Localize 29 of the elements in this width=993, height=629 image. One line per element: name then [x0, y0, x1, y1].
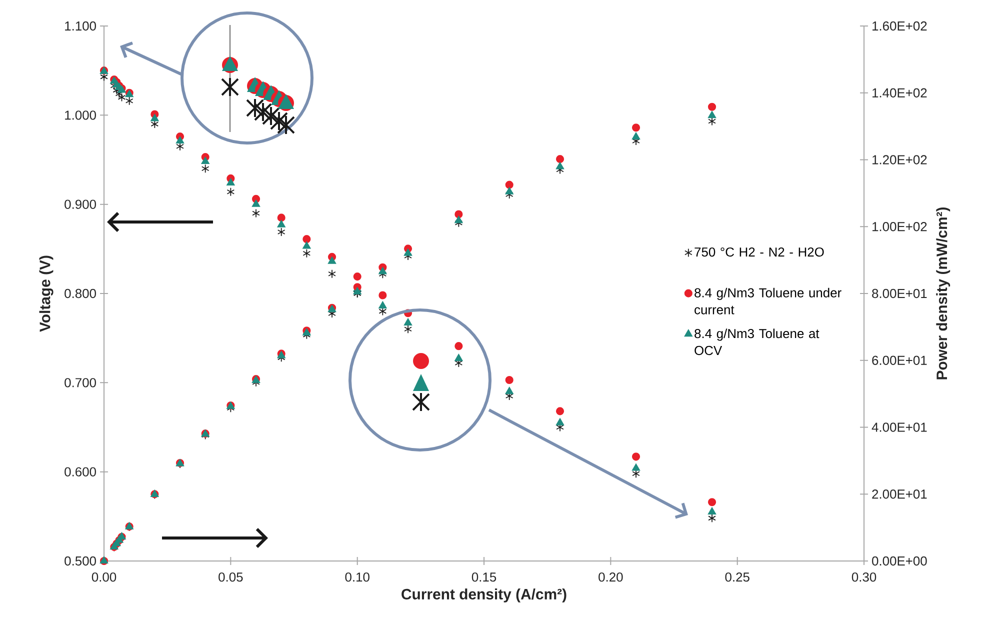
x-tick-label: 0.15: [472, 572, 496, 582]
x-tick-label: 0.25: [725, 572, 750, 582]
x-tick-label: 0.05: [218, 572, 243, 582]
y2-tick-label: 1.00E+02: [872, 222, 927, 232]
legend-label: 8.4 g/Nm3 Toluene under current: [694, 288, 842, 314]
y-tick-label: 0.500: [64, 556, 96, 566]
y2-tick-label: 2.00E+01: [872, 490, 927, 499]
x-tick-label: 0.20: [598, 572, 623, 582]
y-tick-label: 0.600: [64, 467, 96, 476]
y-tick-label: 0.700: [64, 378, 96, 388]
x-axis-title: Current density (A/cm²): [402, 588, 566, 602]
y2-tick-label: 1.20E+02: [872, 155, 927, 164]
y2-tick-label: 6.00E+01: [872, 356, 927, 365]
x-tick-label: 0.00: [92, 572, 116, 582]
y-tick-label: 0.900: [64, 200, 96, 209]
x-tick-label: 0.30: [852, 572, 876, 582]
y2-tick-label: 4.00E+01: [872, 422, 927, 432]
y-tick-label: 1.100: [65, 21, 96, 31]
y2-axis-title: Power density (mW/cm²): [936, 207, 950, 380]
y2-tick-label: 1.40E+02: [872, 88, 927, 98]
y-tick-label: 1.000: [65, 110, 96, 120]
y2-tick-label: 8.00E+01: [872, 288, 927, 298]
legend-label: 750 °C H2 - N2 - H2O: [694, 247, 824, 257]
x-tick-label: 0.10: [345, 572, 370, 582]
y2-tick-label: 0.00E+00: [872, 556, 927, 566]
y-tick-label: 0.800: [64, 288, 96, 298]
legend-label: 8.4 g/Nm3 Toluene at OCV: [694, 328, 820, 356]
y2-tick-label: 1.60E+02: [872, 21, 927, 31]
y-axis-title: Voltage (V): [39, 256, 54, 332]
